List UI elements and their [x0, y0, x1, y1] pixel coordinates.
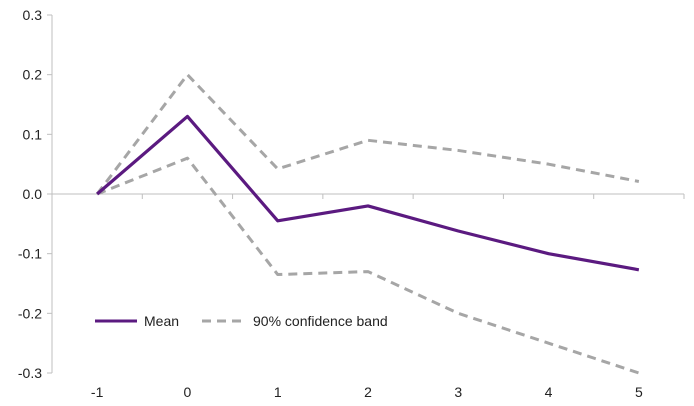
x-tick-label: 2 — [364, 384, 372, 400]
legend-mean-label: Mean — [144, 313, 179, 329]
legend-band-label: 90% confidence band — [253, 313, 388, 329]
x-tick-label: 4 — [545, 384, 553, 400]
x-tick-label: -1 — [91, 384, 104, 400]
confidence-band-lower-line — [96, 156, 640, 375]
x-tick-label: 0 — [184, 384, 192, 400]
y-axis-ticks: 0.3 0.2 0.1 0.0 -0.1 -0.2 -0.3 — [18, 7, 52, 381]
y-tick-label: -0.1 — [18, 246, 42, 262]
y-tick-label: 0.1 — [23, 126, 43, 142]
y-tick-label: -0.2 — [18, 305, 42, 321]
legend: Mean 90% confidence band — [95, 313, 388, 329]
x-tick-label: 3 — [454, 384, 462, 400]
series-layer — [95, 73, 640, 375]
y-tick-label: 0.2 — [23, 67, 43, 83]
x-axis-ticks: -1 0 1 2 3 4 5 — [51, 194, 685, 400]
y-tick-label: 0.3 — [23, 7, 43, 23]
confidence-band-upper-line — [95, 73, 640, 195]
y-tick-label: -0.3 — [18, 365, 42, 381]
mean-line — [96, 114, 640, 272]
x-tick-label: 5 — [635, 384, 643, 400]
y-tick-label: 0.0 — [23, 186, 43, 202]
x-tick-label: 1 — [274, 384, 282, 400]
